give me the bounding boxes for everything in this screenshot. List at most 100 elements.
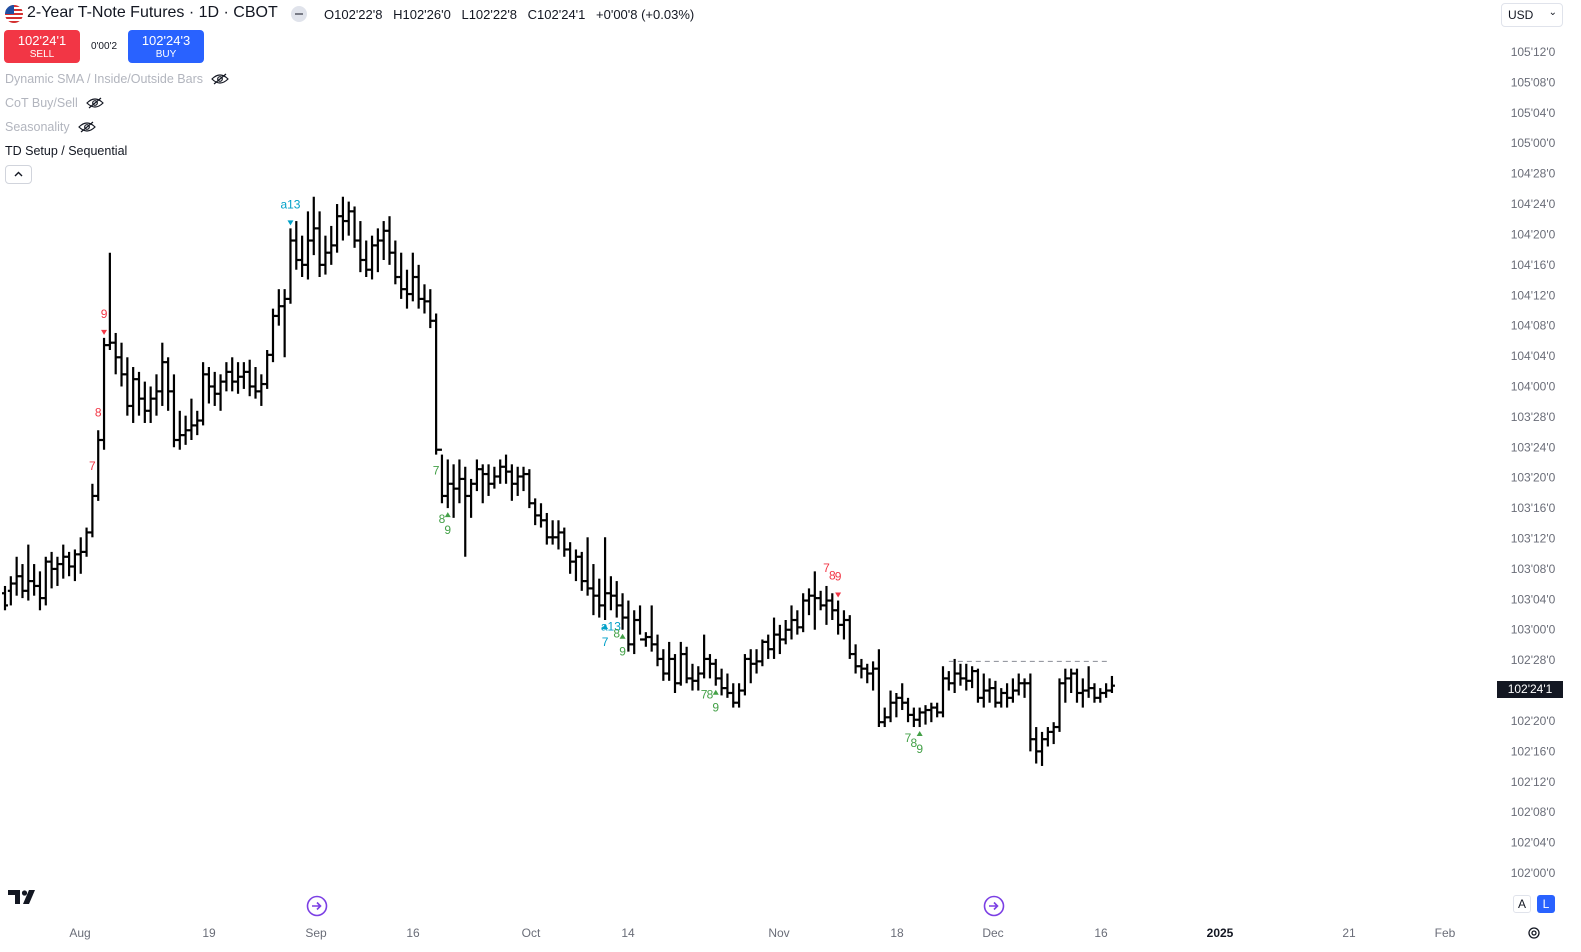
ohlc-bar [246, 359, 253, 397]
ohlc-bar [1085, 666, 1092, 698]
ohlc-bar [444, 459, 451, 509]
indicator-seasonality[interactable]: Seasonality [5, 120, 96, 134]
ohlc-bar [671, 654, 678, 693]
td-count-label: 9 [619, 645, 626, 659]
ohlc-bar [508, 464, 515, 501]
collapse-legend-icon[interactable] [291, 6, 307, 22]
ohlc-bar [456, 459, 463, 504]
ohlc-bar [613, 581, 620, 618]
ohlc-bar [846, 615, 853, 659]
ohlc-bar [386, 216, 393, 265]
ohlc-bar [1108, 675, 1115, 693]
ohlc-bar [695, 666, 702, 691]
ohlc-open-key: O [324, 7, 335, 22]
log-scale-button[interactable]: L [1537, 895, 1555, 913]
price-axis: 105'12'0 105'08'0 105'04'0 105'00'0 104'28'0… [1511, 45, 1556, 880]
time-tick-label: Nov [768, 926, 789, 940]
ohlc-bar [805, 588, 812, 616]
ohlc-bar [916, 707, 923, 728]
ohlc-bar [526, 469, 533, 509]
last-price-label: 102'24'1 [1497, 680, 1563, 698]
ohlc-bar [89, 483, 96, 538]
ohlc-bar [712, 658, 719, 686]
price-tick-label: 105'00'0 [1511, 136, 1556, 150]
price-tick-label: 102'08'0 [1511, 805, 1556, 819]
ohlc-bar [258, 374, 265, 406]
tradingview-logo[interactable] [8, 888, 40, 906]
ohlc-bar [1103, 683, 1110, 698]
ohlc-bar [1015, 673, 1022, 696]
ohlc-bar [939, 666, 946, 718]
time-tick-label: Sep [305, 926, 327, 940]
eye-hidden-icon[interactable] [77, 121, 96, 133]
eye-hidden-icon[interactable] [85, 97, 104, 109]
ohlc-bar [875, 649, 882, 728]
ohlc-bar [19, 564, 26, 599]
ohlc-bar [124, 357, 131, 416]
ohlc-bar [986, 678, 993, 703]
ohlc-bar [287, 228, 294, 304]
ohlc-bar [619, 593, 626, 630]
ohlc-bar [963, 663, 970, 691]
ohlc-bar [235, 362, 242, 394]
ohlc-bar [642, 632, 649, 647]
ohlc-bar [584, 537, 591, 596]
events-icon[interactable] [983, 895, 1005, 917]
sell-price: 102'24'1 [17, 33, 67, 48]
td-triangle-down [835, 592, 842, 598]
buy-button[interactable]: 102'24'3 BUY [128, 30, 204, 63]
ohlc-bar [741, 654, 748, 696]
ohlc-bar [438, 448, 445, 504]
ohlc-bar [934, 702, 941, 718]
ohlc-bar [25, 544, 32, 601]
ohlc-bar [83, 527, 90, 557]
ohlc-bar [374, 228, 381, 273]
symbol-title[interactable]: 2-Year T-Note Futures · 1D · CBOT [27, 4, 278, 21]
ohlc-bar [858, 658, 865, 679]
currency-label: USD [1508, 8, 1534, 22]
events-icon[interactable] [306, 895, 328, 917]
ohlc-bar [905, 697, 912, 723]
price-tick-label: 103'20'0 [1511, 471, 1556, 485]
ohlc-bar [549, 520, 556, 545]
ohlc-bar [910, 707, 917, 728]
ohlc-bars [2, 196, 1115, 766]
price-tick-label: 104'28'0 [1511, 167, 1556, 181]
time-tick-label: Dec [982, 926, 1003, 940]
ohlc-readout: O102'22'8 H102'26'0 L102'22'8 C102'24'1 … [324, 7, 694, 22]
ohlc-bar [992, 680, 999, 708]
ohlc-close-key: C [527, 7, 538, 22]
ohlc-bar [957, 663, 964, 686]
ohlc-bar [590, 564, 597, 616]
eye-hidden-icon[interactable] [211, 73, 229, 85]
ohlc-bar [403, 269, 410, 309]
ohlc-bar [514, 466, 521, 496]
settings-gear-icon[interactable] [1527, 926, 1541, 940]
price-tick-label: 102'12'0 [1511, 775, 1556, 789]
sell-button[interactable]: 102'24'1 SELL [4, 30, 80, 63]
indicator-cot-buy-sell[interactable]: CoT Buy/Sell [5, 96, 104, 110]
ohlc-bar [1050, 722, 1057, 745]
ohlc-bar [240, 362, 247, 389]
ohlc-bar [141, 381, 148, 423]
ohlc-bar [101, 337, 108, 450]
ohlc-bar [823, 585, 830, 625]
ohlc-bar [677, 641, 684, 686]
ohlc-bar [567, 542, 574, 574]
buy-label: BUY [155, 49, 177, 60]
ohlc-bar [497, 459, 504, 484]
ohlc-bar [130, 367, 137, 423]
indicator-dynamic-sma[interactable]: Dynamic SMA / Inside/Outside Bars [5, 72, 229, 86]
ohlc-bar [840, 610, 847, 640]
indicator-td-sequential[interactable]: TD Setup / Sequential [5, 144, 127, 158]
ohlc-bar [153, 374, 160, 416]
auto-scale-button[interactable]: A [1513, 895, 1531, 913]
td-count-label: 8 [829, 568, 836, 582]
td-count-label: 7 [433, 464, 440, 478]
ohlc-bar [852, 644, 859, 674]
td-count-label: 8 [613, 627, 620, 641]
legend-toggle-button[interactable] [5, 165, 32, 184]
ohlc-bar [537, 503, 544, 528]
currency-select[interactable]: USD ⌄ [1501, 3, 1563, 27]
